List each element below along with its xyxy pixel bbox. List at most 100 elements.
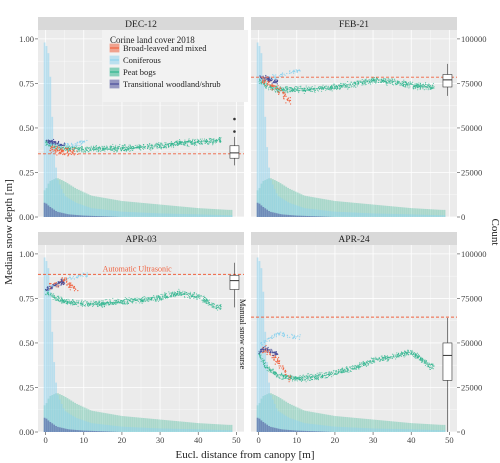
histogram-bar-transitional	[57, 211, 59, 217]
histogram-bar-peat	[219, 209, 221, 217]
histogram-bar-transitional	[273, 212, 276, 217]
histogram-bar-coniferous	[277, 411, 280, 432]
point-peat	[282, 88, 284, 90]
point-peat	[161, 298, 163, 300]
point-peat	[310, 86, 312, 88]
point-peat	[47, 293, 49, 295]
point-peat	[139, 144, 141, 146]
point-peat	[117, 147, 119, 149]
y2-tick-label: 100000	[461, 34, 487, 44]
point-peat	[422, 84, 424, 86]
point-peat	[281, 86, 283, 88]
histogram-bar-peat	[156, 419, 159, 432]
point-coniferous	[299, 70, 301, 72]
histogram-bar-transitional	[60, 212, 63, 217]
point-peat	[158, 142, 160, 144]
point-peat	[382, 81, 384, 83]
histogram-bar-coniferous	[439, 215, 442, 217]
point-peat	[427, 87, 429, 89]
histogram-bar-peat	[397, 421, 400, 432]
point-peat	[69, 145, 71, 147]
point-peat	[45, 144, 47, 146]
point-peat	[106, 149, 109, 151]
point-coniferous	[64, 144, 66, 146]
histogram-bar-coniferous	[374, 213, 377, 217]
histogram-bar-peat	[99, 412, 101, 432]
point-peat	[117, 298, 119, 300]
point-peat	[407, 86, 409, 88]
point-peat	[387, 82, 389, 85]
point-peat	[87, 148, 90, 150]
histogram-bar-peat	[221, 209, 223, 217]
point-peat	[103, 305, 105, 307]
point-peat	[129, 145, 131, 147]
histogram-bar-transitional	[268, 210, 270, 217]
histogram-bar-coniferous	[287, 202, 289, 217]
histogram-bar-coniferous	[270, 395, 272, 432]
histogram-bar-peat	[100, 197, 103, 217]
histogram-bar-coniferous	[93, 208, 96, 217]
point-peat	[164, 146, 166, 148]
point-peat	[169, 292, 171, 294]
histogram-bar-transitional	[47, 420, 50, 432]
point-peat	[300, 85, 302, 87]
point-peat	[194, 142, 197, 144]
point-peat	[209, 142, 211, 144]
histogram-bar-coniferous	[380, 428, 383, 432]
point-peat	[173, 291, 175, 293]
histogram-bar-transitional	[79, 215, 82, 217]
histogram-bar-peat	[200, 208, 202, 217]
point-peat	[82, 303, 84, 305]
point-peat	[141, 302, 143, 304]
point-peat	[127, 301, 129, 303]
point-peat	[125, 149, 127, 152]
histogram-bar-coniferous	[392, 428, 394, 432]
point-peat	[124, 147, 126, 149]
histogram-bar-transitional	[308, 431, 310, 432]
histogram-bar-coniferous	[296, 205, 299, 217]
histogram-bar-peat	[226, 424, 229, 432]
histogram-bar-coniferous	[152, 213, 155, 217]
point-broad-leaved	[67, 282, 69, 284]
point-peat	[95, 145, 97, 147]
point-peat	[61, 302, 63, 304]
histogram-bar-coniferous	[154, 213, 157, 217]
point-peat	[317, 86, 320, 88]
histogram-bar-transitional	[74, 214, 76, 217]
histogram-bar-coniferous	[285, 415, 288, 432]
point-peat	[115, 303, 117, 305]
histogram-bar-coniferous	[47, 53, 50, 218]
histogram	[43, 42, 233, 218]
histogram-bar-peat	[207, 423, 210, 432]
point-peat	[99, 147, 101, 149]
point-broad-leaved	[52, 148, 54, 151]
point-peat	[181, 294, 183, 296]
histogram-bar-peat	[338, 201, 341, 217]
histogram-bar-peat	[127, 416, 130, 432]
point-peat	[196, 141, 198, 143]
point-peat	[308, 87, 310, 89]
point-peat	[81, 304, 83, 306]
box-iqr	[442, 74, 453, 88]
point-peat	[285, 85, 287, 88]
point-peat	[343, 83, 346, 85]
point-coniferous	[67, 144, 69, 146]
point-peat	[325, 373, 328, 375]
point-broad-leaved	[73, 147, 76, 149]
point-broad-leaved	[271, 89, 273, 91]
point-peat	[433, 87, 435, 89]
point-peat	[280, 375, 282, 377]
histogram-bar-coniferous	[441, 215, 444, 217]
point-coniferous	[70, 278, 73, 280]
histogram-bar-coniferous	[416, 214, 419, 217]
point-peat	[182, 290, 184, 292]
point-peat	[347, 88, 349, 90]
histogram-bar-coniferous	[72, 200, 75, 217]
point-peat	[113, 151, 115, 153]
point-peat	[98, 303, 100, 305]
point-peat	[387, 78, 389, 80]
point-peat	[143, 146, 145, 148]
point-peat	[286, 88, 288, 90]
point-broad-leaved	[287, 98, 289, 100]
histogram-bar-peat	[390, 206, 392, 217]
